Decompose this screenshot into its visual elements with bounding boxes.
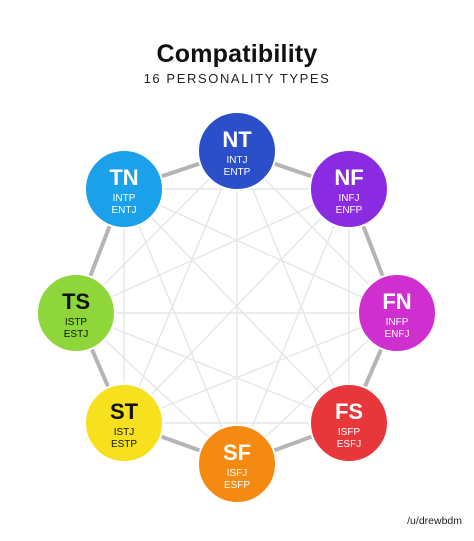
node-fn-type: INFP bbox=[386, 317, 409, 328]
node-tn-type: ENTJ bbox=[112, 205, 137, 216]
node-nt-type: INTJ bbox=[226, 155, 247, 166]
node-nf-type: ENFP bbox=[336, 205, 363, 216]
inner-connection-line bbox=[123, 188, 238, 465]
node-sf-type: ESFP bbox=[224, 480, 250, 491]
node-nt-abbr: NT bbox=[222, 127, 252, 152]
inner-connection-line bbox=[123, 312, 398, 424]
node-tn-circle bbox=[84, 149, 164, 229]
node-ts-abbr: TS bbox=[62, 289, 90, 314]
node-nt-circle bbox=[197, 111, 277, 191]
node-fs-circle bbox=[309, 383, 389, 463]
inner-connection-line bbox=[236, 188, 350, 465]
node-nf-abbr: NF bbox=[334, 165, 363, 190]
node-st-type: ISTJ bbox=[114, 427, 135, 438]
inner-connection-line bbox=[123, 150, 238, 424]
inner-connection-line bbox=[123, 188, 350, 424]
node-st-type: ESTP bbox=[111, 439, 137, 450]
node-ts-type: ISTP bbox=[65, 317, 88, 328]
node-nt-type: ENTP bbox=[224, 167, 251, 178]
diagram-title: Compatibility bbox=[156, 40, 318, 68]
node-tn-abbr: TN bbox=[109, 165, 138, 190]
author-credit: /u/drewbdm bbox=[407, 515, 462, 527]
node-fs-abbr: FS bbox=[335, 399, 363, 424]
diagram-subtitle: 16 PERSONALITY TYPES bbox=[143, 71, 331, 86]
node-fn-circle bbox=[357, 273, 437, 353]
node-fs-type: ISFP bbox=[338, 427, 361, 438]
node-ts-circle bbox=[36, 273, 116, 353]
node-fs-type: ESFJ bbox=[337, 439, 361, 450]
inner-connection-line bbox=[75, 188, 350, 314]
inner-connection-line bbox=[75, 312, 350, 424]
node-fn-type: ENFJ bbox=[385, 329, 410, 340]
node-st-circle bbox=[84, 383, 164, 463]
node-sf-type: ISFJ bbox=[227, 468, 248, 479]
node-sf-abbr: SF bbox=[223, 440, 251, 465]
node-nf-circle bbox=[309, 149, 389, 229]
node-fn-abbr: FN bbox=[382, 289, 411, 314]
node-nf-type: INFJ bbox=[338, 193, 359, 204]
node-st-abbr: ST bbox=[110, 399, 139, 424]
inner-connection-line bbox=[236, 150, 350, 424]
node-tn-type: INTP bbox=[113, 193, 136, 204]
node-sf-circle bbox=[197, 424, 277, 504]
inner-connection-line bbox=[123, 188, 398, 314]
node-ts-type: ESTJ bbox=[64, 329, 88, 340]
